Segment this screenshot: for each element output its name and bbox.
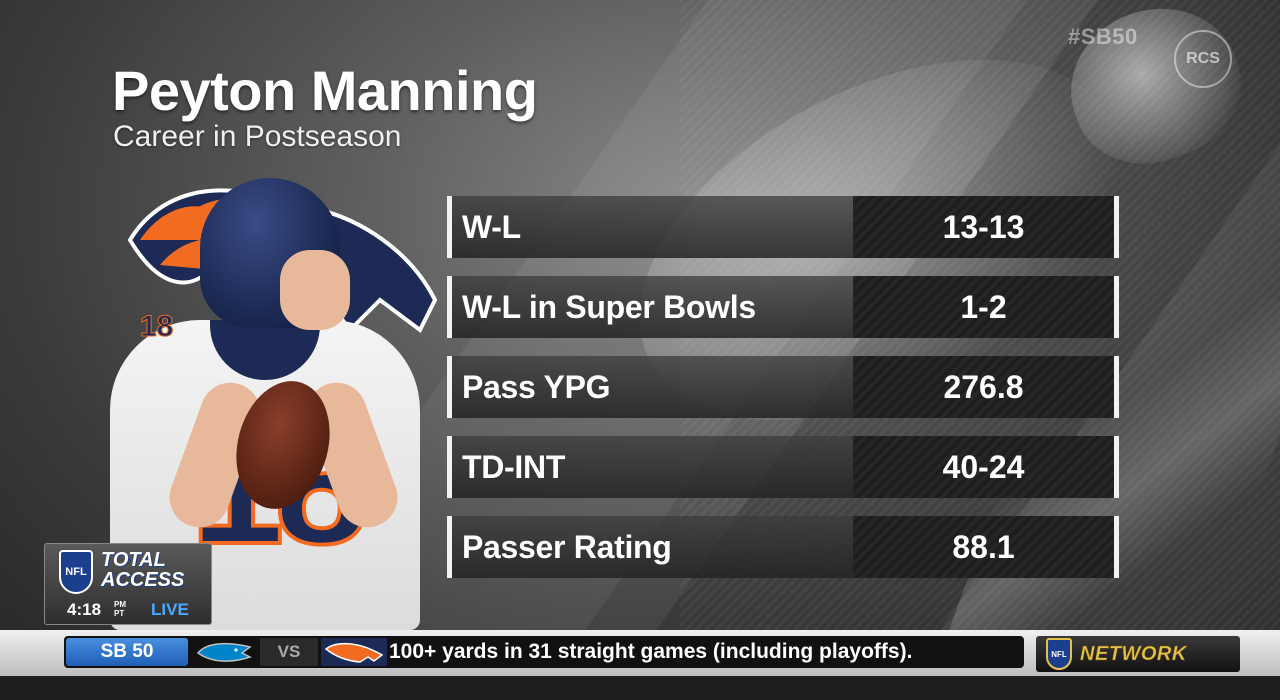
- stat-value: 276.8: [853, 356, 1114, 418]
- graphic-title: Peyton Manning: [112, 59, 538, 122]
- nfl-shield-icon: NFL: [1046, 638, 1072, 670]
- network-wordmark: NETWORK: [1080, 642, 1187, 665]
- hashtag-watermark: #SB50: [1068, 24, 1138, 49]
- live-indicator: LIVE: [151, 600, 189, 619]
- stat-row-td-int: TD-INT 40-24: [447, 436, 1119, 498]
- ticker-text: 100+ yards in 31 straight games (includi…: [389, 640, 913, 663]
- stat-row-wl: W-L 13-13: [447, 196, 1119, 258]
- show-name: TOTAL ACCESS: [101, 550, 184, 590]
- panthers-logo: [191, 638, 257, 666]
- show-bug: NFL TOTAL ACCESS 4:18 PM PT LIVE: [44, 543, 212, 625]
- stat-value: 13-13: [853, 196, 1114, 258]
- stat-row-pass-ypg: Pass YPG 276.8: [447, 356, 1119, 418]
- nfl-network-logo: NFL NETWORK: [1036, 636, 1240, 672]
- stat-value: 40-24: [853, 436, 1114, 498]
- clock-meridiem: PM: [114, 600, 126, 609]
- ticker-tag: SB 50: [66, 638, 188, 666]
- horse-head-icon: [324, 642, 384, 663]
- stat-label: Pass YPG: [452, 356, 853, 418]
- rcs-badge: RCS: [1174, 30, 1232, 88]
- stat-label: W-L: [452, 196, 853, 258]
- stat-row-passer-rating: Passer Rating 88.1: [447, 516, 1119, 578]
- stat-label: TD-INT: [452, 436, 853, 498]
- clock-timezone: PT: [114, 609, 125, 618]
- stat-value: 1-2: [853, 276, 1114, 338]
- show-name-line2: ACCESS: [101, 569, 185, 591]
- ticker-bottom-strip: [0, 676, 1280, 700]
- show-name-line1: TOTAL: [101, 549, 166, 571]
- stat-label: Passer Rating: [452, 516, 853, 578]
- nfl-shield-icon: NFL: [59, 550, 93, 594]
- stats-table: W-L 13-13 W-L in Super Bowls 1-2 Pass YP…: [447, 196, 1119, 596]
- clock-ampm: PM PT: [114, 600, 126, 618]
- ticker: SB 50 VS 100+ yards in 31 straight games…: [64, 636, 1024, 668]
- panther-head-icon: [196, 642, 252, 662]
- shoulder-number: 18: [139, 310, 174, 344]
- graphic-subtitle: Career in Postseason: [113, 120, 402, 153]
- versus-label: VS: [260, 638, 318, 666]
- stat-row-super-bowls: W-L in Super Bowls 1-2: [447, 276, 1119, 338]
- player-face: [280, 250, 350, 330]
- stat-label: W-L in Super Bowls: [452, 276, 853, 338]
- stat-value: 88.1: [853, 516, 1114, 578]
- clock-time: 4:18: [67, 600, 102, 619]
- broncos-logo: [321, 638, 387, 666]
